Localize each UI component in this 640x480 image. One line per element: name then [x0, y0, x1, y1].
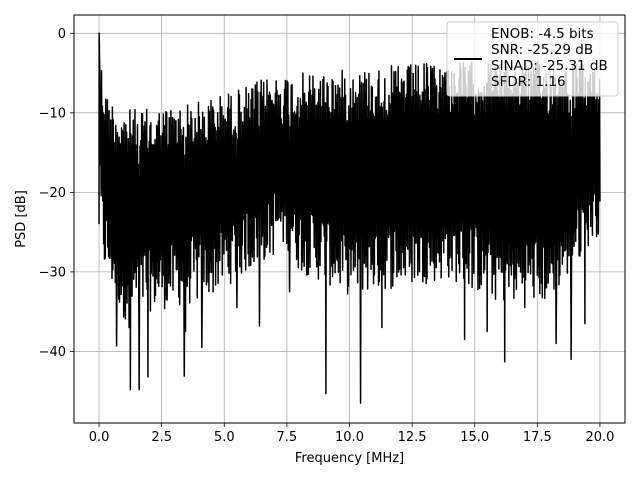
x-tick-label: 15.0	[460, 430, 489, 445]
x-tick-label: 0.0	[89, 430, 110, 445]
x-tick-label: 5.0	[214, 430, 235, 445]
x-tick-label: 17.5	[523, 430, 552, 445]
psd-series-line	[98, 32, 601, 404]
series-layer	[98, 32, 601, 404]
legend: ENOB: -4.5 bits SNR: -25.29 dB SINAD: -2…	[446, 21, 619, 97]
y-tick-label: −20	[39, 186, 66, 201]
y-axis-label: PSD [dB]	[14, 190, 29, 248]
x-tick-label: 10.0	[335, 430, 364, 445]
y-axis-ticks: 0 −10 −20 −30 −40	[39, 27, 74, 360]
x-tick-label: 20.0	[585, 430, 614, 445]
legend-entry-sinad: SINAD: -25.31 dB	[491, 58, 608, 74]
y-tick-label: −10	[39, 106, 66, 121]
x-tick-label: 2.5	[151, 430, 172, 445]
legend-entry-enob: ENOB: -4.5 bits	[491, 26, 594, 42]
x-axis-ticks: 0.0 2.5 5.0 7.5 10.0 12.5 15.0 17.5 20.0	[89, 423, 614, 445]
y-tick-label: −40	[39, 345, 66, 360]
legend-entry-sfdr: SFDR: 1.16	[491, 74, 566, 90]
legend-box	[446, 21, 619, 97]
x-tick-label: 12.5	[398, 430, 427, 445]
legend-entry-snr: SNR: -25.29 dB	[491, 42, 593, 58]
y-tick-label: −30	[39, 265, 66, 280]
x-axis-label: Frequency [MHz]	[295, 451, 404, 466]
y-tick-label: 0	[58, 27, 66, 42]
x-tick-label: 7.5	[277, 430, 298, 445]
